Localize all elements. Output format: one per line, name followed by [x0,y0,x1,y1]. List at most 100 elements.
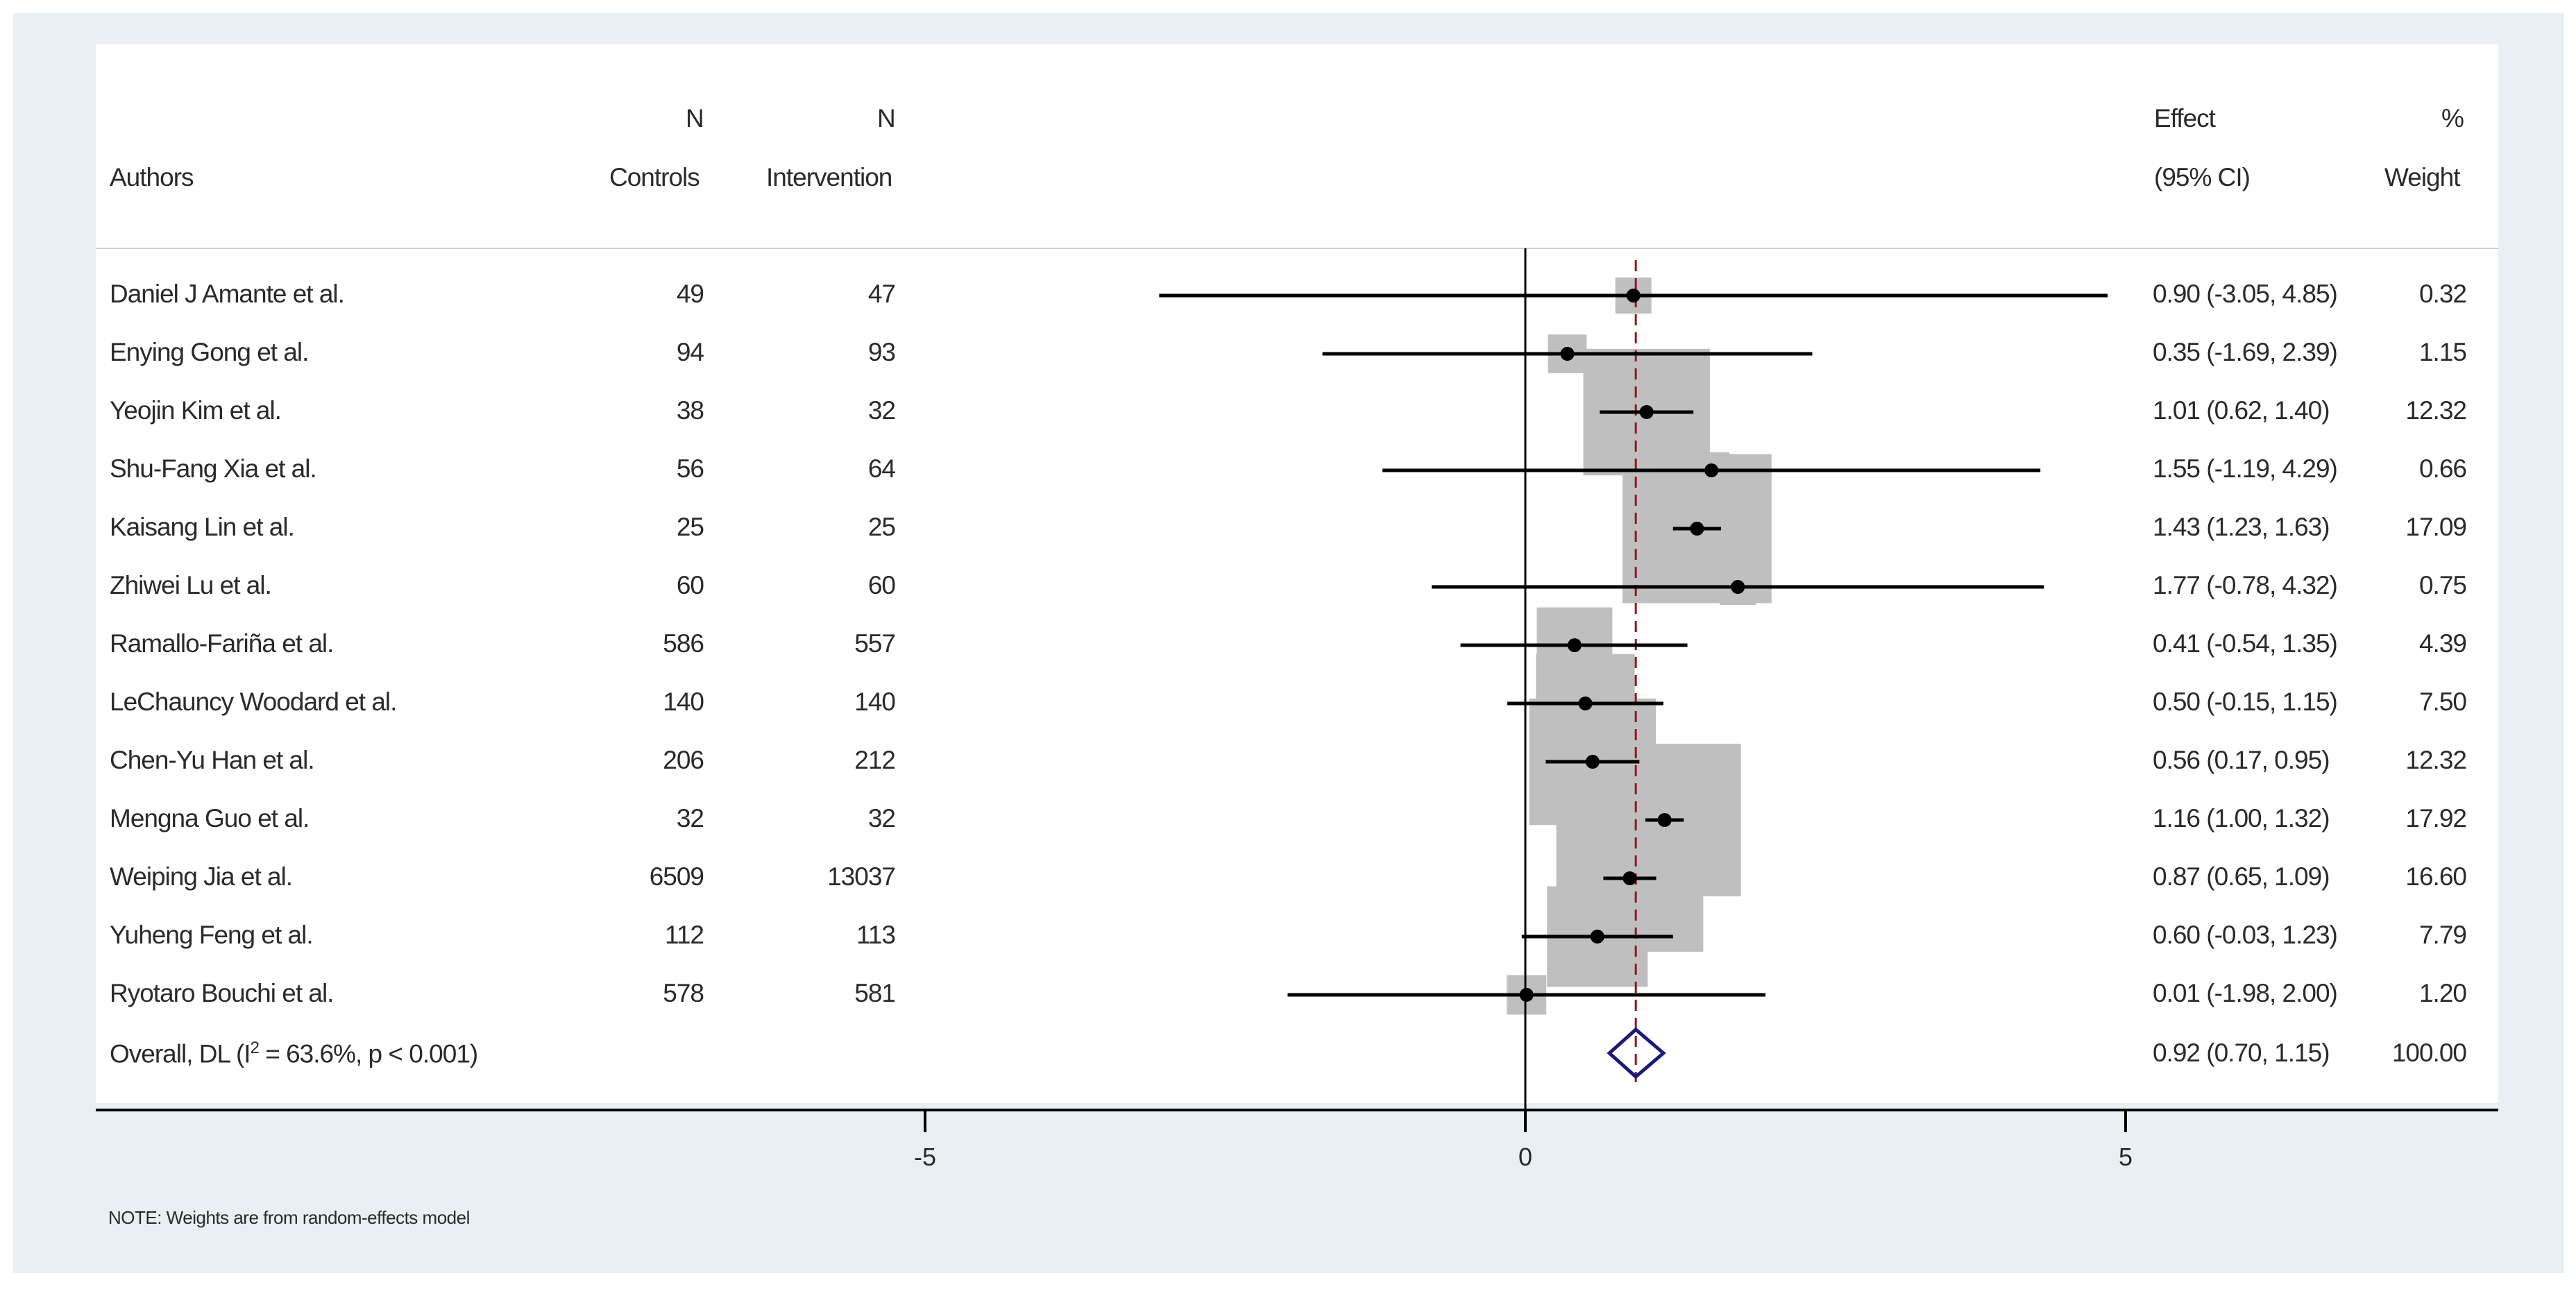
study-controls-n: 6509 [649,862,704,891]
x-tick-label: 5 [2119,1143,2133,1171]
header-n-controls: N [686,104,704,133]
study-author: Zhiwei Lu et al. [110,571,272,599]
study-weight: 12.32 [2405,746,2467,774]
study-author: Shu-Fang Xia et al. [110,454,317,483]
overall-label-sup: 2 [250,1039,260,1057]
study-weight: 0.32 [2418,280,2467,308]
point-estimate [1585,755,1600,769]
point-estimate [1639,405,1654,419]
study-controls-n: 578 [663,979,704,1007]
study-author: Chen-Yu Han et al. [110,746,315,774]
study-author: Yuheng Feng et al. [110,921,314,949]
x-tick-label: -5 [914,1143,936,1171]
point-estimate [1731,580,1745,594]
study-weight: 0.75 [2418,571,2467,599]
study-controls-n: 49 [676,280,704,308]
study-controls-n: 32 [676,804,704,833]
study-weight: 4.39 [2418,629,2467,658]
study-intervention-n: 32 [867,396,896,425]
header-ci: (95% CI) [2154,163,2251,191]
study-author: Daniel J Amante et al. [110,280,345,308]
footnote: NOTE: Weights are from random-effects mo… [108,1207,470,1228]
study-weight: 0.66 [2418,454,2467,483]
point-estimate [1519,988,1534,1002]
study-author: Mengna Guo et al. [110,804,310,833]
point-estimate [1657,813,1672,827]
x-tick-label: 0 [1518,1143,1532,1171]
study-controls-n: 586 [663,629,704,658]
plot-panel [96,44,2498,1103]
header-weight: Weight [2384,163,2460,191]
study-effect-ci: 1.55 (-1.19, 4.29) [2153,454,2338,483]
study-weight: 17.92 [2405,804,2467,833]
study-intervention-n: 113 [856,921,896,949]
study-effect-ci: 0.41 (-0.54, 1.35) [2153,629,2338,658]
study-effect-ci: 1.16 (1.00, 1.32) [2153,804,2330,833]
study-intervention-n: 212 [854,746,896,774]
study-intervention-n: 140 [854,688,896,716]
study-effect-ci: 0.87 (0.65, 1.09) [2153,862,2330,891]
study-controls-n: 56 [676,454,704,483]
study-effect-ci: 0.90 (-3.05, 4.85) [2153,280,2338,308]
study-effect-ci: 1.01 (0.62, 1.40) [2153,396,2330,425]
overall-label: Overall, DL (I2 = 63.6%, p < 0.001) [110,1039,478,1068]
study-intervention-n: 93 [867,338,896,366]
study-controls-n: 60 [676,571,704,599]
study-weight: 12.32 [2405,396,2467,425]
study-controls-n: 206 [663,746,704,774]
point-estimate [1567,638,1582,652]
overall-label-pre: Overall, DL (I [110,1039,251,1068]
header-effect: Effect [2154,104,2216,133]
study-effect-ci: 1.77 (-0.78, 4.32) [2153,571,2338,599]
study-controls-n: 94 [676,338,704,366]
point-estimate [1704,463,1719,477]
study-controls-n: 38 [676,396,704,425]
study-intervention-n: 64 [867,454,896,483]
overall-ci-text: 0.92 (0.70, 1.15) [2153,1039,2330,1067]
study-author: LeChauncy Woodard et al. [110,688,397,716]
study-intervention-n: 581 [854,979,896,1007]
study-weight: 7.50 [2418,688,2467,716]
study-effect-ci: 0.01 (-1.98, 2.00) [2153,979,2338,1007]
header-percent: % [2441,104,2464,133]
overall-label-post: = 63.6%, p < 0.001) [258,1039,478,1068]
study-weight: 17.09 [2405,513,2467,541]
header-authors: Authors [110,163,194,191]
point-estimate [1560,347,1575,361]
study-controls-n: 112 [665,921,704,949]
point-estimate [1690,522,1704,536]
study-intervention-n: 557 [854,629,896,658]
study-effect-ci: 1.43 (1.23, 1.63) [2153,513,2330,541]
point-estimate [1590,930,1604,944]
study-weight: 7.79 [2418,921,2467,949]
header-intervention: Intervention [766,163,892,191]
study-intervention-n: 13037 [827,862,896,891]
study-weight: 1.15 [2418,338,2467,366]
point-estimate [1626,289,1641,302]
study-weight: 16.60 [2405,862,2467,891]
study-effect-ci: 0.60 (-0.03, 1.23) [2153,921,2338,949]
study-author: Ramallo-Fariña et al. [110,629,334,658]
study-author: Enying Gong et al. [110,338,309,366]
study-author: Kaisang Lin et al. [110,513,295,541]
study-intervention-n: 25 [867,513,896,541]
study-effect-ci: 0.35 (-1.69, 2.39) [2153,338,2338,366]
point-estimate [1622,871,1637,885]
header-controls: Controls [609,163,700,191]
study-controls-n: 25 [676,513,704,541]
study-weight: 1.20 [2418,979,2467,1007]
overall-diamond [1607,1027,1666,1079]
study-author: Ryotaro Bouchi et al. [110,979,334,1007]
overall-weight-text: 100.00 [2391,1039,2467,1067]
header-n-intervention: N [877,104,896,133]
study-author: Yeojin Kim et al. [110,396,282,425]
study-controls-n: 140 [663,688,704,716]
study-intervention-n: 60 [867,571,896,599]
study-effect-ci: 0.56 (0.17, 0.95) [2153,746,2330,774]
point-estimate [1578,697,1593,710]
study-author: Weiping Jia et al. [110,862,293,891]
study-intervention-n: 47 [867,280,896,308]
study-intervention-n: 32 [867,804,896,833]
study-effect-ci: 0.50 (-0.15, 1.15) [2153,688,2338,716]
